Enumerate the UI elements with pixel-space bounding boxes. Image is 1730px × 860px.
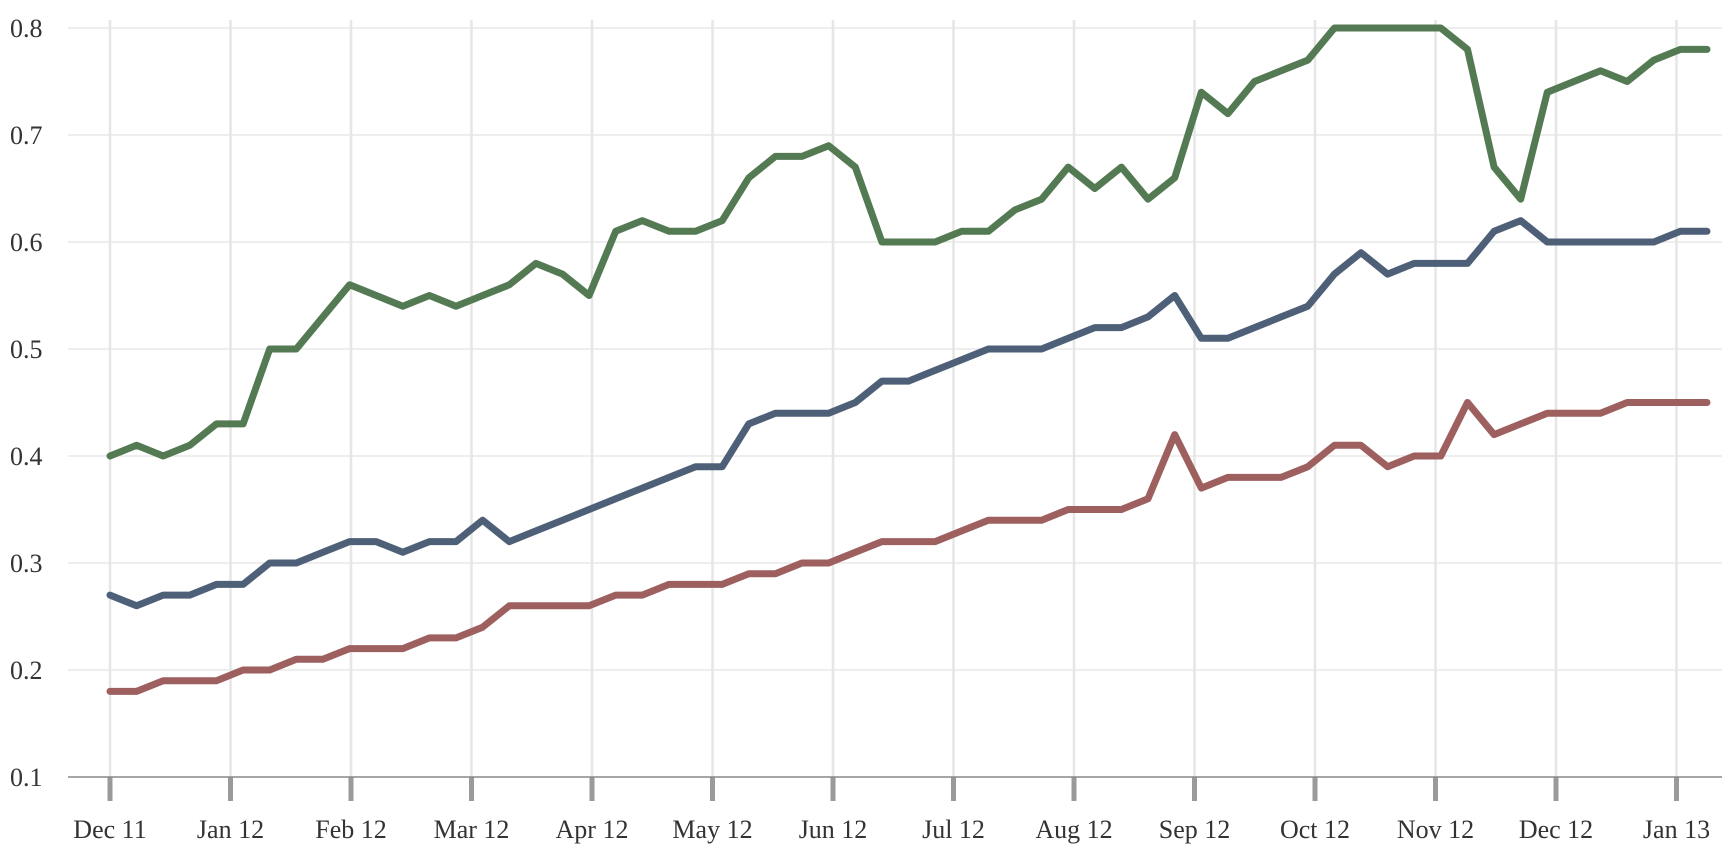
series-line-2 — [106, 217, 1711, 610]
x-tick-label: Mar 12 — [434, 815, 510, 844]
y-tick-label: 0.7 — [10, 121, 43, 150]
x-tick-label: Oct 12 — [1280, 815, 1350, 844]
x-tick-label: Jul 12 — [922, 815, 985, 844]
y-tick-label: 0.5 — [10, 335, 43, 364]
x-tick-label: Dec 12 — [1519, 815, 1593, 844]
axis-layer — [68, 776, 1722, 801]
y-tick-label: 0.1 — [10, 763, 43, 792]
x-tick-label: Nov 12 — [1397, 815, 1474, 844]
series-line-3 — [106, 399, 1711, 695]
x-tick-label: Apr 12 — [556, 815, 629, 844]
x-tick-label: Sep 12 — [1159, 815, 1231, 844]
y-tick-label: 0.2 — [10, 656, 43, 685]
x-tick-label: Jan 13 — [1643, 815, 1710, 844]
x-tick-label: Jun 12 — [799, 815, 868, 844]
grid-layer — [68, 20, 1722, 777]
x-tick-label: Feb 12 — [315, 815, 387, 844]
y-tick-label: 0.6 — [10, 228, 43, 257]
series-layer — [106, 24, 1711, 695]
x-tick-label: Jan 12 — [197, 815, 264, 844]
tick-label-layer: 0.1 0.2 0.3 0.4 0.5 0.6 0.7 0.8 Dec 11 Jan 12 Feb … — [10, 14, 1710, 844]
x-tick-label: May 12 — [672, 815, 752, 844]
y-tick-label: 0.4 — [10, 442, 43, 471]
y-tick-label: 0.3 — [10, 549, 43, 578]
series-line-1 — [106, 24, 1711, 460]
x-tick-label: Dec 11 — [73, 815, 146, 844]
y-tick-label: 0.8 — [10, 14, 43, 43]
x-tick-label: Aug 12 — [1035, 815, 1112, 844]
